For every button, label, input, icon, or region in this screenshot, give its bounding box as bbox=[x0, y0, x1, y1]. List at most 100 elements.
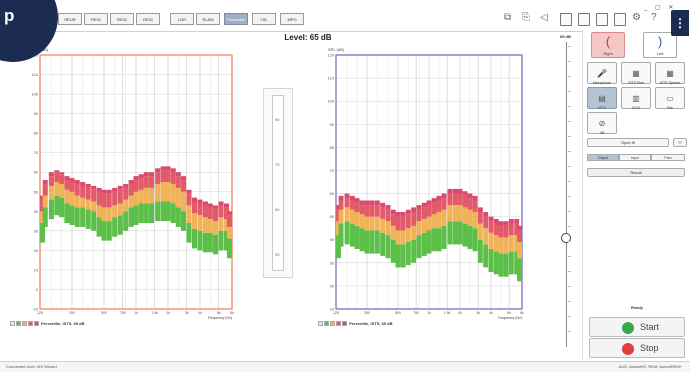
tab-percentile[interactable]: Percentile bbox=[224, 13, 248, 25]
tab-reig-1[interactable]: REIG bbox=[84, 13, 108, 25]
percentile-bar bbox=[421, 207, 427, 219]
source-ists[interactable]: ▤ ISTS bbox=[587, 87, 617, 110]
legend-swatch[interactable] bbox=[318, 321, 323, 327]
screens-icon[interactable]: ⧉ bbox=[504, 12, 512, 23]
segment-input[interactable]: Input bbox=[619, 154, 651, 161]
percentile-bar bbox=[186, 189, 192, 194]
source-file[interactable]: ▭ File bbox=[655, 87, 685, 110]
percentile-bar bbox=[48, 185, 54, 200]
percentile-bar bbox=[175, 207, 181, 227]
percentile-bar bbox=[117, 189, 123, 204]
percentile-bar bbox=[133, 176, 139, 181]
percentile-bar bbox=[59, 197, 65, 218]
slider-thumb[interactable] bbox=[561, 233, 571, 244]
percentile-bar bbox=[477, 223, 483, 240]
tab-lsl[interactable]: LSL bbox=[252, 13, 276, 25]
slider-tick bbox=[568, 316, 571, 317]
percentile-bar bbox=[69, 178, 75, 182]
legend-swatch bbox=[336, 321, 341, 327]
percentile-bar bbox=[212, 234, 219, 255]
x-tick-label: 2k bbox=[166, 311, 170, 315]
tab-reig-3[interactable]: REIG bbox=[136, 13, 160, 25]
percentile-bar bbox=[148, 187, 155, 204]
segment-prev[interactable]: Prev bbox=[651, 154, 685, 161]
ear-label: Right bbox=[603, 51, 613, 56]
percentile-bar bbox=[421, 232, 427, 256]
legend-swatch[interactable] bbox=[10, 321, 15, 327]
tab-lgr[interactable]: LGR bbox=[170, 13, 194, 25]
percentile-bar bbox=[416, 209, 422, 222]
save-icon[interactable] bbox=[578, 13, 590, 26]
percentile-bar bbox=[170, 203, 176, 224]
percentile-bar bbox=[452, 205, 458, 222]
percentile-bar bbox=[54, 172, 60, 182]
speaker-icon[interactable]: ◁ bbox=[540, 12, 548, 23]
percentile-bar bbox=[400, 230, 406, 245]
legend-swatch bbox=[324, 321, 329, 327]
x-tick-label: 4k bbox=[198, 311, 202, 315]
logo-letter: p bbox=[4, 6, 15, 25]
book-icon[interactable] bbox=[614, 13, 626, 26]
percentile-bar bbox=[441, 193, 447, 199]
source-ists-speech[interactable]: ▦ ISTS Speech bbox=[655, 62, 685, 85]
x-tick-label: 1.5k bbox=[151, 311, 158, 315]
percentile-bar bbox=[123, 187, 129, 200]
source-icra[interactable]: ▥ ICRA bbox=[621, 87, 651, 110]
percentile-bar bbox=[364, 230, 370, 254]
y-tick-label: 80 bbox=[330, 145, 335, 150]
percentile-bar bbox=[148, 176, 155, 188]
percentile-bar bbox=[369, 200, 375, 206]
document-icon[interactable] bbox=[596, 13, 608, 26]
percentile-bar bbox=[138, 189, 144, 204]
percentile-bar bbox=[477, 239, 483, 263]
percentile-bar bbox=[74, 183, 80, 196]
percentile-bar bbox=[411, 212, 417, 226]
percentile-bar bbox=[155, 183, 161, 202]
print-icon[interactable] bbox=[560, 13, 572, 26]
slider-track[interactable] bbox=[566, 42, 567, 347]
chart-frame bbox=[335, 54, 523, 310]
gear-icon[interactable]: ⚙ bbox=[632, 12, 641, 23]
ear-right-button[interactable]: ( Right bbox=[591, 32, 625, 58]
tab-rlam[interactable]: RLAM bbox=[196, 13, 220, 25]
meter-tick: 30 bbox=[275, 252, 280, 257]
level-slider[interactable]: 65 dB bbox=[556, 32, 578, 358]
copy-icon[interactable]: ⎘ bbox=[522, 12, 530, 23]
tab-mpo[interactable]: MPO bbox=[280, 13, 304, 25]
percentile-bar bbox=[218, 217, 224, 231]
source-off[interactable]: ⊘ Off bbox=[587, 112, 617, 135]
slider-tick bbox=[568, 121, 571, 122]
percentile-bar bbox=[354, 202, 360, 213]
window-controls[interactable]: _ ▢ ✕ bbox=[644, 5, 677, 11]
help-icon[interactable]: ? bbox=[651, 12, 657, 23]
percentile-bar bbox=[155, 201, 161, 222]
ear-left-button[interactable]: ) Left bbox=[643, 32, 677, 58]
play-icon bbox=[622, 322, 634, 334]
percentile-bar bbox=[517, 230, 522, 243]
legend-left-ear: Percentile, ISTS, 65 dB bbox=[318, 321, 392, 331]
x-tick-label: 3k bbox=[476, 311, 480, 315]
percentile-bar bbox=[385, 235, 391, 259]
percentile-bar bbox=[405, 228, 411, 243]
percentile-bar bbox=[400, 212, 406, 217]
percentile-bar bbox=[123, 211, 129, 231]
x-tick-label: 125 bbox=[333, 311, 339, 315]
filter-icon[interactable]: ▽ bbox=[673, 138, 687, 147]
source-label: ISTS Speech bbox=[659, 81, 681, 85]
percentile-bar bbox=[160, 166, 166, 171]
source-microphone[interactable]: 🎤 Microphone bbox=[587, 62, 617, 85]
x-tick-label: 8k bbox=[520, 311, 524, 315]
source-ists-pink[interactable]: ▦ ISTS Pink bbox=[621, 62, 651, 85]
percentile-bar bbox=[101, 207, 107, 222]
stop-button[interactable]: Stop bbox=[589, 338, 685, 358]
more-menu-icon[interactable]: ⋮ bbox=[671, 10, 689, 36]
percentile-bar bbox=[364, 216, 370, 231]
tab-reig-2[interactable]: REIG bbox=[110, 13, 134, 25]
segment-output[interactable]: Output bbox=[587, 154, 619, 161]
start-button[interactable]: Start bbox=[589, 317, 685, 337]
tab-reur[interactable]: REUR bbox=[58, 13, 82, 25]
percentile-bar bbox=[112, 187, 118, 192]
open-fit-dropdown[interactable]: Open fit bbox=[587, 138, 669, 147]
percentile-bar bbox=[349, 200, 355, 210]
percentile-bar bbox=[80, 197, 86, 208]
